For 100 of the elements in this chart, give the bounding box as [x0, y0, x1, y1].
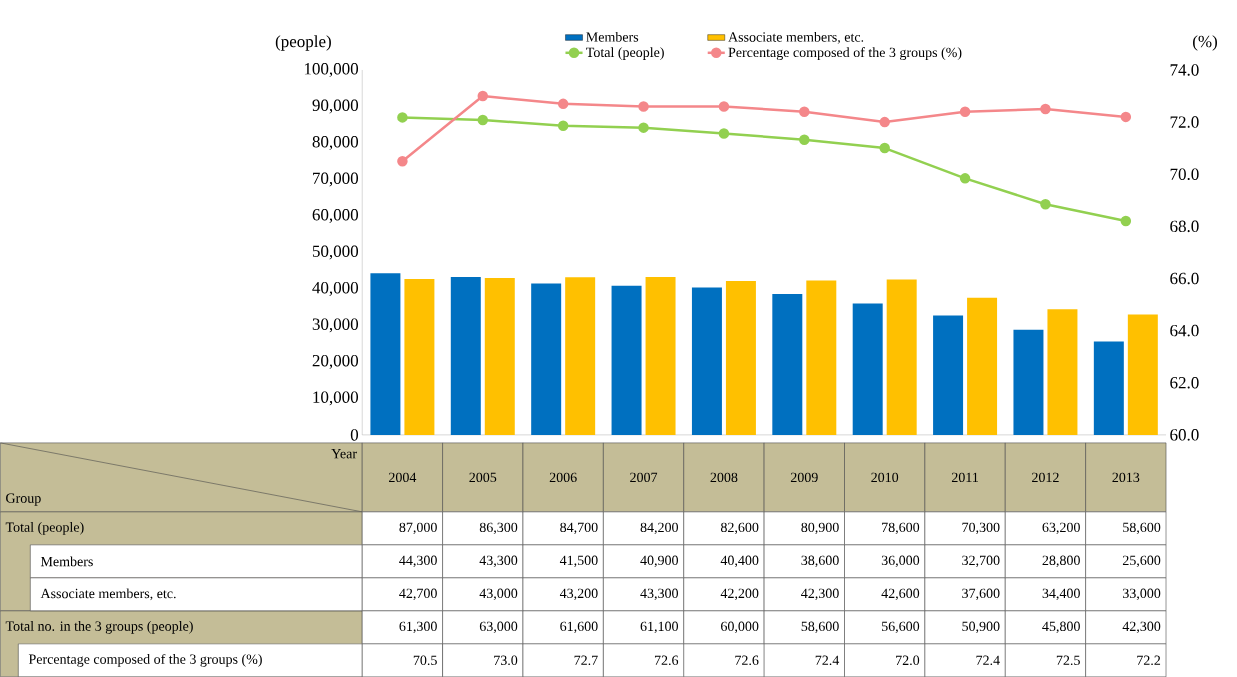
- y-tick-label: 40,000: [312, 281, 359, 296]
- y2-axis-title: (%): [1193, 35, 1217, 51]
- text: 56,600: [882, 621, 920, 633]
- bar: [1047, 309, 1078, 435]
- text: 50,900: [962, 621, 1000, 633]
- point: [879, 142, 890, 154]
- point: [397, 112, 408, 123]
- x-tick-label: 2011: [951, 472, 978, 483]
- data-label: 73.0: [494, 655, 518, 666]
- text: 61,300: [399, 621, 437, 633]
- data-label: 28,800: [1042, 555, 1080, 568]
- data-label: 87,000: [399, 522, 437, 535]
- y2-tick-label: 60.0: [1170, 429, 1199, 441]
- data-label: 86,300: [479, 522, 518, 535]
- data-label: 70,300: [962, 522, 1000, 535]
- point: [799, 106, 810, 117]
- bar: [484, 277, 515, 435]
- x-tick-label: 2004: [389, 472, 417, 483]
- bar: [725, 280, 756, 435]
- data-label: 44,300: [399, 555, 437, 568]
- data-label: 84,700: [560, 522, 598, 535]
- y-tick-label: 80,000: [312, 135, 359, 150]
- point: [879, 116, 890, 128]
- y-tick-label: 60,000: [312, 208, 359, 223]
- text: Percentage composed of the 3 groups (%): [28, 653, 262, 667]
- bar: [1093, 341, 1124, 435]
- bar: [967, 297, 998, 435]
- text: 63,000: [479, 621, 518, 633]
- data-label: 72.7: [574, 655, 598, 665]
- text: Members: [40, 556, 93, 567]
- text: 60,000: [721, 621, 759, 633]
- x-tick-label: 2006: [549, 472, 577, 483]
- x-tick-label: 2010: [871, 472, 899, 483]
- legend-label: Members: [586, 31, 639, 42]
- y2-tick-label: 72.0: [1170, 116, 1199, 128]
- y-tick-label: 0: [350, 429, 359, 441]
- bar: [886, 279, 917, 435]
- text: 42,300: [1122, 621, 1161, 633]
- data-label: 42,600: [881, 588, 920, 601]
- data-label: 43,000: [479, 588, 518, 601]
- data-label: 72.6: [654, 655, 679, 665]
- bar: [691, 287, 722, 435]
- data-label: 25,600: [1122, 555, 1161, 568]
- bar: [933, 315, 964, 435]
- data-label: 58,600: [1123, 522, 1161, 535]
- data-label: 32,700: [962, 555, 1000, 568]
- y-tick-label: 70,000: [313, 172, 359, 187]
- bar: [404, 279, 435, 435]
- y2-tick-label: 66.0: [1170, 272, 1199, 285]
- text: Group: [6, 493, 41, 506]
- data-label: 82,600: [720, 522, 759, 535]
- y2-tick-label: 62.0: [1170, 376, 1199, 389]
- y-tick-label: 100,000: [304, 62, 359, 77]
- y-tick-label: 30,000: [312, 318, 359, 333]
- data-label: 43,200: [559, 588, 598, 601]
- data-label: 72.0: [896, 655, 920, 666]
- y-axis-title: (people): [275, 35, 331, 51]
- bar: [645, 276, 676, 435]
- y2-tick-label: 68.0: [1170, 220, 1199, 233]
- data-label: 78,600: [882, 522, 920, 535]
- x-tick-label: 2012: [1032, 472, 1059, 483]
- point: [638, 122, 649, 133]
- text: 58,600: [801, 621, 839, 633]
- point: [799, 134, 810, 145]
- bar: [531, 283, 562, 435]
- x-tick-label: 2005: [469, 472, 497, 483]
- bar: [1127, 314, 1158, 435]
- point: [638, 101, 649, 112]
- point: [1040, 103, 1051, 115]
- data-label: 42,700: [399, 588, 437, 601]
- text: Associate members, etc.: [40, 588, 176, 601]
- text: 61,600: [560, 621, 598, 633]
- legend-label: Percentage composed of the 3 groups (%): [728, 47, 962, 60]
- data-label: 37,600: [962, 588, 1000, 601]
- data-label: 42,300: [801, 588, 839, 601]
- x-tick-label: 2007: [630, 472, 658, 483]
- data-label: 72.4: [976, 655, 1000, 665]
- data-label: 36,000: [881, 555, 920, 568]
- text: Year: [331, 449, 357, 459]
- y-tick-label: 10,000: [313, 391, 359, 406]
- data-label: 72.2: [1137, 655, 1161, 665]
- point: [1120, 111, 1132, 123]
- data-label: 40,900: [640, 555, 678, 568]
- text: 45,800: [1042, 621, 1080, 633]
- text: 61,100: [640, 621, 678, 633]
- point: [477, 114, 489, 126]
- data-label: 72.5: [1056, 655, 1080, 665]
- point: [1040, 198, 1051, 210]
- point: [1120, 215, 1132, 227]
- data-label: 33,000: [1123, 588, 1161, 601]
- y2-tick-label: 64.0: [1170, 324, 1199, 337]
- data-label: 40,400: [720, 555, 759, 568]
- y2-tick-label: 74.0: [1170, 64, 1199, 76]
- data-label: 72.6: [735, 655, 759, 665]
- y-tick-label: 90,000: [312, 99, 359, 114]
- y-tick-label: 50,000: [312, 245, 359, 260]
- point: [477, 90, 489, 102]
- point: [959, 106, 971, 117]
- x-tick-label: 2009: [790, 472, 818, 483]
- data-label: 70.5: [413, 655, 437, 666]
